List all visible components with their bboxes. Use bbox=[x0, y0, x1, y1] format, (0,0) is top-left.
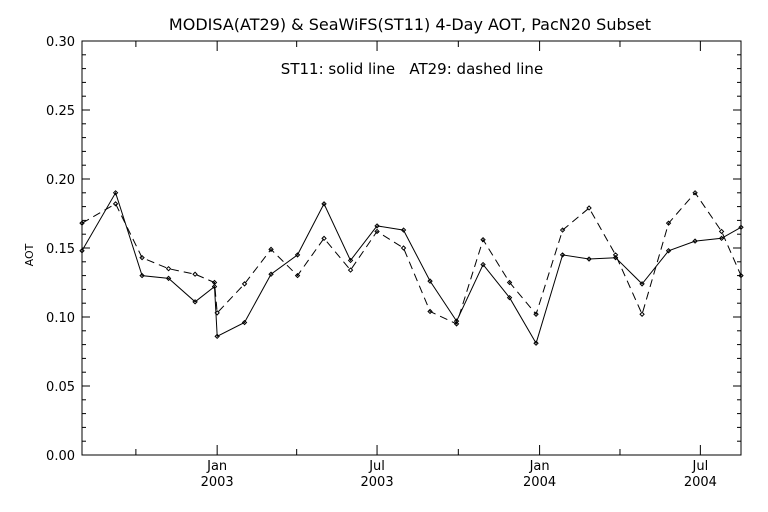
y-tick-label: 0.05 bbox=[46, 380, 75, 395]
y-tick-label: 0.25 bbox=[46, 104, 75, 119]
y-tick-label: 0.30 bbox=[46, 35, 75, 50]
data-point-at29 bbox=[738, 272, 744, 279]
data-point-at29 bbox=[214, 310, 220, 316]
x-tick-month: Jul bbox=[692, 459, 709, 474]
data-point-at29 bbox=[533, 311, 539, 317]
y-tick-label: 0.10 bbox=[46, 311, 75, 326]
data-point-st11 bbox=[738, 224, 744, 231]
data-point-st11 bbox=[692, 238, 698, 244]
data-point-at29 bbox=[165, 265, 172, 272]
data-point-st11 bbox=[214, 333, 220, 340]
data-point-st11 bbox=[139, 272, 145, 279]
data-point-st11 bbox=[480, 261, 486, 268]
data-point-st11 bbox=[718, 235, 725, 242]
line-style-annotation: ST11: solid line AT29: dashed line bbox=[281, 60, 543, 78]
data-point-at29 bbox=[559, 227, 566, 233]
data-point-st11 bbox=[79, 248, 85, 254]
y-axis-label: AOT bbox=[23, 243, 36, 266]
data-point-st11 bbox=[533, 340, 539, 346]
x-tick-year: 2004 bbox=[684, 475, 717, 490]
x-tick-year: 2003 bbox=[361, 475, 394, 490]
data-point-at29 bbox=[79, 220, 85, 226]
plot-frame bbox=[81, 40, 742, 456]
data-point-st11 bbox=[321, 201, 327, 207]
data-point-at29 bbox=[665, 220, 672, 226]
data-point-at29 bbox=[612, 252, 619, 258]
data-point-at29 bbox=[718, 228, 725, 235]
data-point-at29 bbox=[692, 190, 698, 196]
x-tick-month: Jan bbox=[529, 459, 550, 474]
data-point-st11 bbox=[347, 257, 354, 264]
data-point-st11 bbox=[211, 283, 218, 290]
data-point-st11 bbox=[112, 190, 119, 196]
data-point-st11 bbox=[639, 281, 645, 287]
data-point-at29 bbox=[294, 272, 301, 279]
data-point-at29 bbox=[112, 201, 119, 207]
y-tick-label: 0.15 bbox=[46, 242, 75, 257]
data-point-at29 bbox=[480, 237, 486, 243]
data-point-st11 bbox=[586, 256, 592, 262]
data-point-st11 bbox=[268, 271, 274, 277]
data-point-st11 bbox=[665, 248, 672, 254]
x-tick-year: 2003 bbox=[201, 475, 234, 490]
data-point-st11 bbox=[427, 278, 433, 284]
x-tick-month: Jan bbox=[206, 459, 227, 474]
data-point-at29 bbox=[211, 279, 218, 286]
data-point-at29 bbox=[268, 246, 274, 253]
series-layer bbox=[79, 190, 744, 346]
x-tick-month: Jul bbox=[368, 459, 385, 474]
data-point-at29 bbox=[400, 245, 407, 251]
data-point-at29 bbox=[586, 205, 592, 211]
data-point-at29 bbox=[506, 279, 513, 286]
data-point-st11 bbox=[165, 275, 172, 282]
data-point-st11 bbox=[192, 299, 198, 305]
data-point-st11 bbox=[400, 227, 407, 233]
data-point-at29 bbox=[427, 308, 433, 315]
series-line-at29 bbox=[81, 191, 742, 325]
x-tick-year: 2004 bbox=[523, 475, 556, 490]
series-line-st11 bbox=[81, 191, 742, 345]
data-point-at29 bbox=[639, 311, 645, 317]
data-point-at29 bbox=[241, 281, 248, 287]
y-tick-label: 0.00 bbox=[46, 449, 75, 464]
chart-title: MODISA(AT29) & SeaWiFS(ST11) 4-Day AOT, … bbox=[169, 15, 651, 34]
data-point-at29 bbox=[453, 321, 460, 327]
data-point-at29 bbox=[321, 235, 327, 242]
data-point-at29 bbox=[139, 254, 145, 261]
data-point-at29 bbox=[374, 228, 380, 235]
axes-layer: 0.000.050.100.150.200.250.30Jan2003Jul20… bbox=[46, 35, 741, 490]
data-point-st11 bbox=[559, 252, 566, 258]
data-point-st11 bbox=[294, 252, 301, 258]
data-point-st11 bbox=[506, 294, 513, 301]
data-point-st11 bbox=[374, 223, 380, 229]
data-point-at29 bbox=[347, 267, 354, 273]
y-tick-label: 0.20 bbox=[46, 173, 75, 188]
data-point-st11 bbox=[241, 319, 248, 326]
data-point-at29 bbox=[192, 271, 198, 277]
